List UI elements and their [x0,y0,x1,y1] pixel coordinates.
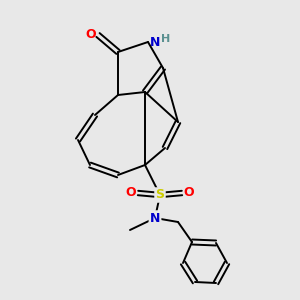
Text: S: S [155,188,164,202]
Text: O: O [184,187,194,200]
Text: O: O [126,187,136,200]
Text: O: O [85,28,96,40]
Text: N: N [150,35,160,49]
Text: N: N [150,212,160,224]
Text: H: H [161,34,170,44]
